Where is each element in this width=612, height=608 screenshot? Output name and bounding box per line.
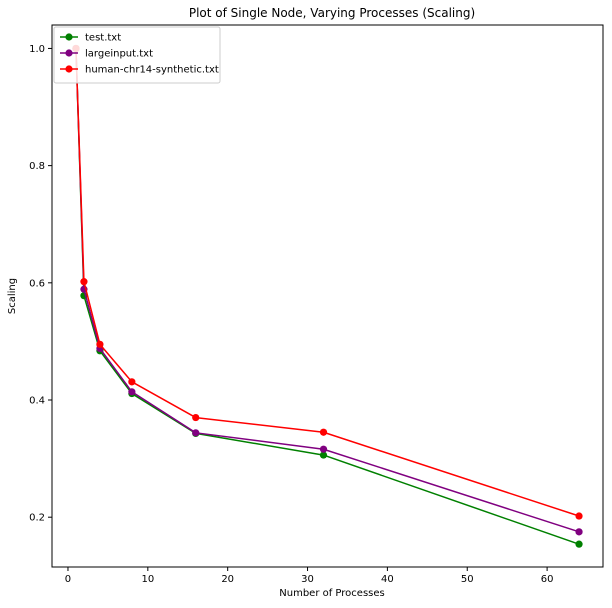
data-point-1-3 (128, 388, 136, 396)
x-tick-label: 10 (141, 574, 154, 585)
data-point-0-5 (319, 451, 328, 459)
series-line-1 (75, 48, 580, 533)
data-point-2-5 (319, 428, 328, 436)
y-tick-label: 0.6 (29, 278, 45, 289)
series-line-2 (75, 48, 580, 517)
y-tick-label: 0.2 (29, 513, 45, 524)
x-tick-label: 20 (221, 574, 234, 585)
data-point-2-3 (128, 378, 136, 386)
x-tick-label: 50 (461, 574, 474, 585)
y-tick-label: 1.0 (29, 44, 45, 55)
legend-label-1: largeinput.txt (85, 49, 153, 60)
x-tick-label: 40 (381, 574, 394, 585)
x-tick-label: 60 (541, 574, 554, 585)
x-axis-label: Number of Processes (279, 588, 384, 599)
legend-box (53, 26, 221, 84)
data-point-1-6 (575, 528, 583, 536)
data-point-1-5 (319, 445, 328, 453)
chart-title: Plot of Single Node, Varying Processes (… (189, 6, 475, 20)
data-point-2-1 (80, 278, 88, 286)
data-point-2-6 (575, 512, 583, 520)
data-point-2-4 (192, 413, 200, 422)
data-point-1-4 (192, 429, 200, 437)
data-point-2-2 (96, 340, 104, 348)
y-tick-label: 0.8 (29, 161, 45, 172)
legend-marker-1 (65, 49, 73, 57)
x-tick-label: 30 (301, 574, 314, 585)
x-tick-label: 0 (65, 574, 71, 585)
legend-marker-2 (65, 65, 73, 73)
legend-label-2: human-chr14-synthetic.txt (85, 65, 219, 76)
data-point-0-6 (575, 540, 583, 548)
axes-frame (51, 24, 604, 568)
series-line-0 (75, 48, 580, 545)
plot-area: 0 10 20 30 40 50 60 0.2 0.4 0.6 0.8 1.0 (29, 24, 604, 585)
y-axis-label: Scaling (7, 278, 18, 314)
legend-marker-0 (65, 33, 73, 41)
legend: test.txt largeinput.txt human-chr14-synthe… (53, 26, 221, 84)
y-tick-label: 0.4 (29, 396, 45, 407)
legend-label-0: test.txt (85, 33, 121, 44)
